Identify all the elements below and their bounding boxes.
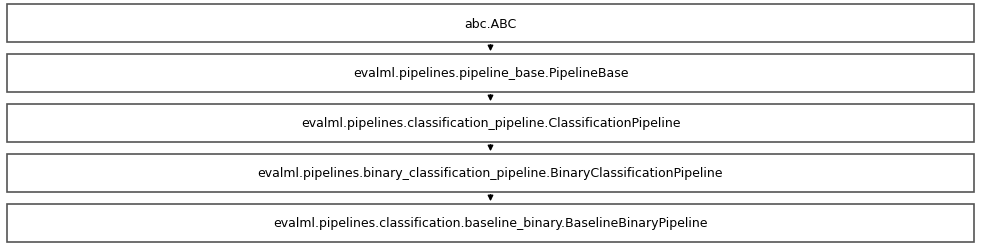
Text: evalml.pipelines.classification.baseline_binary.BaselineBinaryPipeline: evalml.pipelines.classification.baseline… (274, 217, 707, 230)
Bar (7, 204, 974, 242)
Bar (7, 55, 974, 93)
Bar (7, 5, 974, 43)
Text: evalml.pipelines.classification_pipeline.ClassificationPipeline: evalml.pipelines.classification_pipeline… (301, 117, 680, 130)
Text: evalml.pipelines.binary_classification_pipeline.BinaryClassificationPipeline: evalml.pipelines.binary_classification_p… (258, 167, 723, 180)
Bar (7, 105, 974, 142)
Text: evalml.pipelines.pipeline_base.PipelineBase: evalml.pipelines.pipeline_base.PipelineB… (353, 67, 628, 80)
Bar (7, 154, 974, 192)
Text: abc.ABC: abc.ABC (464, 17, 517, 30)
